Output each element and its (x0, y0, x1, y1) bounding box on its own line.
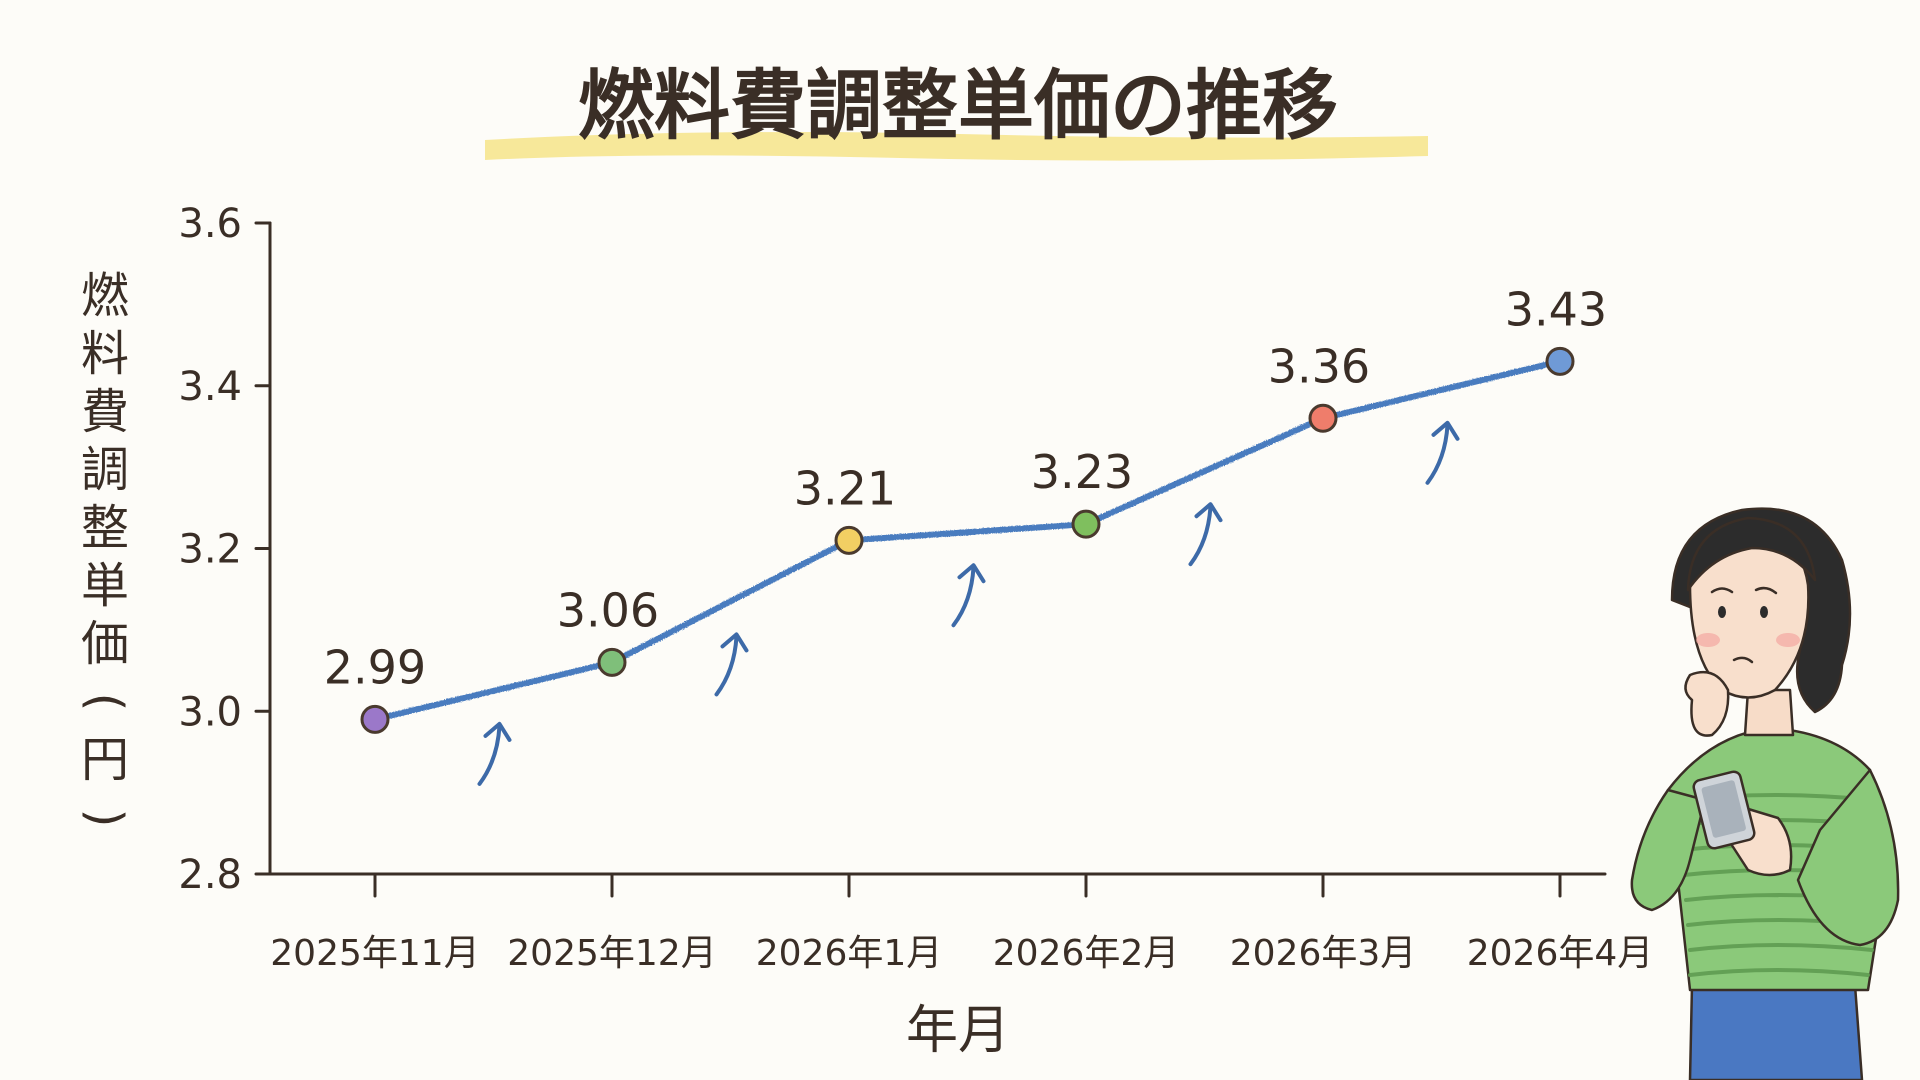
y-axis-label-char: 費 (81, 384, 129, 440)
x-tick-label: 2026年1月 (756, 933, 943, 974)
x-axis-label: 年月 (906, 1001, 1010, 1061)
x-tick-label: 2025年12月 (507, 933, 716, 974)
data-point (1545, 346, 1575, 376)
series-line (372, 358, 1563, 723)
data-points (360, 346, 1575, 734)
y-axis-label-char: 料 (81, 326, 129, 382)
y-axis-label-char: 整 (81, 500, 129, 556)
y-axis-label-char: ( (77, 693, 133, 712)
trend-up-arrow-icon (1188, 502, 1223, 567)
data-point (834, 525, 864, 555)
chart-title-group: 燃料費調整単価の推移 (485, 61, 1428, 161)
data-point (360, 704, 390, 734)
series-line-path (372, 358, 1563, 723)
y-tick-label: 3.2 (178, 527, 242, 573)
trend-arrows (477, 420, 1460, 786)
y-axis-label-char: 燃 (81, 268, 129, 324)
trend-up-arrow-icon (951, 563, 986, 628)
y-axis-label-char: ) (77, 809, 133, 828)
y-tick-label: 3.6 (178, 201, 242, 247)
y-axis-label-char: 単 (81, 558, 129, 614)
data-point (1308, 403, 1338, 433)
y-axis-label-char: 価 (81, 616, 129, 672)
y-axis-label-char: 円 (81, 732, 129, 788)
y-axis-label-char: 調 (81, 442, 129, 498)
trend-up-arrow-icon (477, 721, 512, 786)
y-tick-label: 2.8 (178, 852, 242, 898)
trend-up-arrow-icon (1425, 420, 1460, 485)
data-value-label: 3.43 (1505, 282, 1607, 336)
woman-illustration-icon (1630, 507, 1900, 1080)
chart-title: 燃料費調整単価の推移 (578, 61, 1338, 150)
y-axis-label: 燃料費調整単価 ( 円) (77, 268, 133, 827)
x-tick-label: 2026年4月 (1467, 933, 1654, 974)
data-value-label: 3.36 (1268, 339, 1370, 393)
x-tick-label: 2026年2月 (993, 933, 1180, 974)
y-tick-label: 3.4 (178, 364, 242, 410)
data-point (597, 647, 627, 677)
data-value-label: 2.99 (324, 640, 426, 694)
x-tick-label: 2025年11月 (270, 933, 479, 974)
value-labels: 2.99 3.06 3.21 3.23 3.36 3.43 (324, 282, 1607, 694)
data-value-label: 3.21 (794, 461, 896, 515)
data-value-label: 3.06 (557, 583, 659, 637)
x-ticks: 2025年11月 2025年12月 2026年1月 2026年2月 2026年3月 202… (270, 872, 1654, 974)
trend-up-arrow-icon (714, 632, 749, 697)
x-tick-label: 2026年3月 (1230, 933, 1417, 974)
title-highlight (485, 132, 1428, 161)
data-value-label: 3.23 (1031, 445, 1133, 499)
data-point (1071, 509, 1101, 539)
y-ticks: 2.8 3.0 3.2 3.4 3.6 (178, 201, 272, 898)
axes (268, 221, 1607, 876)
y-tick-label: 3.0 (178, 689, 242, 735)
